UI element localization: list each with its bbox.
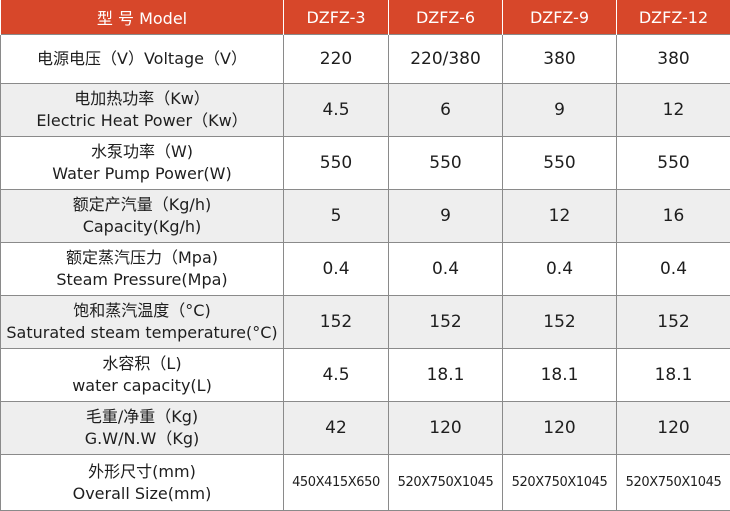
- table-cell: 120: [503, 402, 617, 455]
- row-label-en: Overall Size(mm): [1, 483, 283, 505]
- table-cell: 550: [389, 137, 503, 190]
- row-label-zh: 外形尺寸(mm): [1, 461, 283, 483]
- row-label-zh: 额定蒸汽压力（Mpa): [1, 247, 283, 269]
- table-cell: 12: [503, 190, 617, 243]
- row-label: 外形尺寸(mm) Overall Size(mm): [1, 455, 284, 511]
- table-cell: 152: [503, 296, 617, 349]
- row-capacity: 额定产汽量（Kg/h) Capacity(Kg/h) 5 9 12 16: [1, 190, 730, 243]
- table-cell: 152: [284, 296, 389, 349]
- table-cell: 220: [284, 35, 389, 84]
- table-cell: 120: [389, 402, 503, 455]
- row-label-en: G.W/N.W（Kg): [1, 428, 283, 450]
- row-label: 饱和蒸汽温度（°C) Saturated steam temperature(°…: [1, 296, 284, 349]
- row-label-zh: 饱和蒸汽温度（°C): [1, 300, 283, 322]
- row-label: 额定蒸汽压力（Mpa) Steam Pressure(Mpa): [1, 243, 284, 296]
- row-water-pump-power: 水泵功率（W) Water Pump Power(W) 550 550 550 …: [1, 137, 730, 190]
- table-cell: 9: [389, 190, 503, 243]
- row-water-capacity: 水容积（L) water capacity(L) 4.5 18.1 18.1 1…: [1, 349, 730, 402]
- table-cell: 42: [284, 402, 389, 455]
- row-gross-net-weight: 毛重/净重（Kg) G.W/N.W（Kg) 42 120 120 120: [1, 402, 730, 455]
- table-cell: 5: [284, 190, 389, 243]
- row-label: 水泵功率（W) Water Pump Power(W): [1, 137, 284, 190]
- table-cell: 18.1: [617, 349, 730, 402]
- table-cell: 18.1: [503, 349, 617, 402]
- row-label: 毛重/净重（Kg) G.W/N.W（Kg): [1, 402, 284, 455]
- table-cell: 450X415X650: [284, 455, 389, 511]
- row-electric-heat-power: 电加热功率（Kw） Electric Heat Power（Kw） 4.5 6 …: [1, 84, 730, 137]
- row-label-zh: 电源电压（V）Voltage（V）: [1, 48, 283, 70]
- table-cell: 0.4: [284, 243, 389, 296]
- row-label-zh: 电加热功率（Kw）: [1, 88, 283, 110]
- table-cell: 520X750X1045: [503, 455, 617, 511]
- table-cell: 6: [389, 84, 503, 137]
- header-model-dzfz-12: DZFZ-12: [617, 0, 730, 35]
- table-cell: 4.5: [284, 84, 389, 137]
- row-label-en: Saturated steam temperature(°C): [1, 322, 283, 344]
- row-label: 水容积（L) water capacity(L): [1, 349, 284, 402]
- table-cell: 380: [503, 35, 617, 84]
- row-saturated-steam-temperature: 饱和蒸汽温度（°C) Saturated steam temperature(°…: [1, 296, 730, 349]
- header-model-dzfz-3: DZFZ-3: [284, 0, 389, 35]
- table-cell: 4.5: [284, 349, 389, 402]
- table-cell: 220/380: [389, 35, 503, 84]
- row-label: 电加热功率（Kw） Electric Heat Power（Kw）: [1, 84, 284, 137]
- table-cell: 120: [617, 402, 730, 455]
- table-cell: 550: [503, 137, 617, 190]
- header-model-dzfz-6: DZFZ-6: [389, 0, 503, 35]
- row-label-zh: 水容积（L): [1, 353, 283, 375]
- row-label: 额定产汽量（Kg/h) Capacity(Kg/h): [1, 190, 284, 243]
- table-cell: 550: [284, 137, 389, 190]
- table-cell: 9: [503, 84, 617, 137]
- table-cell: 0.4: [503, 243, 617, 296]
- table-cell: 16: [617, 190, 730, 243]
- table-cell: 520X750X1045: [389, 455, 503, 511]
- table-cell: 12: [617, 84, 730, 137]
- table-cell: 0.4: [389, 243, 503, 296]
- table-cell: 550: [617, 137, 730, 190]
- header-row: 型 号 Model DZFZ-3 DZFZ-6 DZFZ-9 DZFZ-12: [1, 0, 730, 35]
- row-label-zh: 水泵功率（W): [1, 141, 283, 163]
- row-label: 电源电压（V）Voltage（V）: [1, 35, 284, 84]
- row-label-en: Capacity(Kg/h): [1, 216, 283, 238]
- row-label-zh: 毛重/净重（Kg): [1, 406, 283, 428]
- header-model-dzfz-9: DZFZ-9: [503, 0, 617, 35]
- row-steam-pressure: 额定蒸汽压力（Mpa) Steam Pressure(Mpa) 0.4 0.4 …: [1, 243, 730, 296]
- header-model-label: 型 号 Model: [1, 0, 284, 35]
- table-cell: 152: [617, 296, 730, 349]
- row-overall-size: 外形尺寸(mm) Overall Size(mm) 450X415X650 52…: [1, 455, 730, 511]
- row-voltage: 电源电压（V）Voltage（V） 220 220/380 380 380: [1, 35, 730, 84]
- table-cell: 520X750X1045: [617, 455, 730, 511]
- table-cell: 152: [389, 296, 503, 349]
- row-label-en: Water Pump Power(W): [1, 163, 283, 185]
- row-label-zh: 额定产汽量（Kg/h): [1, 194, 283, 216]
- row-label-en: Steam Pressure(Mpa): [1, 269, 283, 291]
- table-cell: 18.1: [389, 349, 503, 402]
- row-label-en: water capacity(L): [1, 375, 283, 397]
- table-cell: 0.4: [617, 243, 730, 296]
- row-label-en: Electric Heat Power（Kw）: [1, 110, 283, 132]
- table-cell: 380: [617, 35, 730, 84]
